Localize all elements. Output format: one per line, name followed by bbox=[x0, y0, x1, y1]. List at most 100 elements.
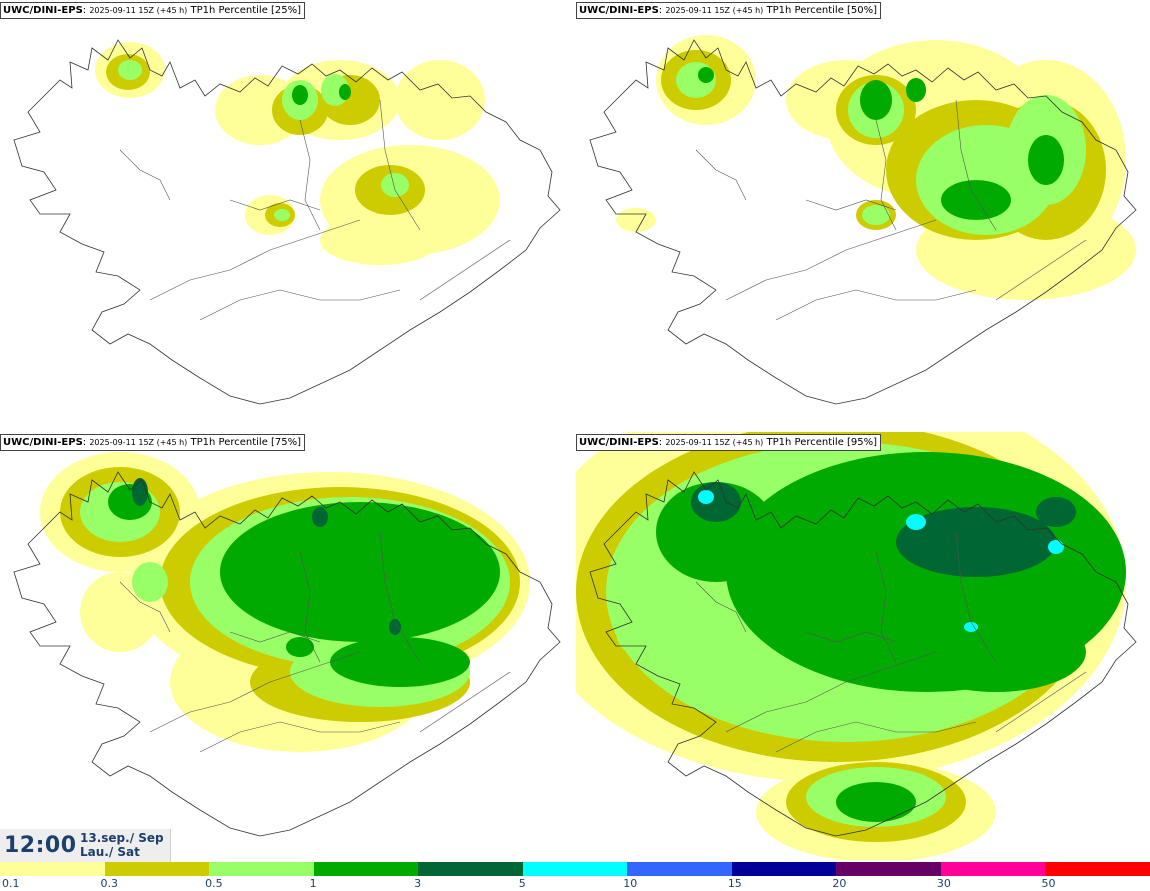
precip-field bbox=[616, 35, 1136, 300]
product-name: TP1h Percentile [25%] bbox=[190, 5, 302, 16]
product-name: TP1h Percentile [75%] bbox=[190, 437, 302, 448]
precip-area bbox=[286, 637, 314, 657]
inland-line bbox=[149, 219, 361, 301]
precip-field bbox=[576, 432, 1126, 860]
precip-area bbox=[698, 490, 714, 504]
inland-line bbox=[775, 721, 977, 753]
colorbar-tick-label: 5 bbox=[518, 877, 526, 890]
inland-line bbox=[775, 289, 977, 321]
inland-line bbox=[199, 721, 401, 753]
product-name: TP1h Percentile [50%] bbox=[766, 5, 878, 16]
precip-area bbox=[906, 514, 926, 530]
colorbar-segment bbox=[104, 862, 210, 876]
precip-area bbox=[330, 637, 470, 687]
precip-area bbox=[860, 80, 892, 120]
model-name: UWC/DINI-EPS bbox=[579, 5, 659, 16]
inland-line bbox=[725, 219, 937, 301]
precip-area bbox=[656, 482, 776, 582]
colorbar-segment bbox=[836, 862, 941, 876]
precip-area bbox=[862, 205, 890, 225]
precip-area bbox=[941, 180, 1011, 220]
colorbar-tick-label: 3 bbox=[414, 877, 422, 890]
precip-area bbox=[1028, 135, 1064, 185]
precip-area bbox=[691, 482, 741, 522]
inland-line bbox=[229, 199, 321, 211]
precip-area bbox=[320, 215, 440, 265]
precip-area bbox=[906, 78, 926, 102]
inland-line bbox=[955, 99, 997, 231]
run-time: 2025-09-11 15Z (+45 h) bbox=[665, 6, 764, 15]
precip-field bbox=[40, 452, 530, 752]
panel-title: UWC/DINI-EPS: 2025-09-11 15Z (+45 h) TP1… bbox=[576, 2, 882, 19]
colorbar-tick-label: 50 bbox=[1041, 877, 1056, 890]
panel-title: UWC/DINI-EPS: 2025-09-11 15Z (+45 h) TP1… bbox=[576, 434, 882, 451]
model-name: UWC/DINI-EPS bbox=[3, 5, 83, 16]
coastline bbox=[13, 39, 561, 405]
valid-time-box: 12:00 13.sep./ Sep Lau./ Sat bbox=[0, 829, 171, 862]
precip-area bbox=[132, 478, 148, 506]
inland-line bbox=[805, 631, 897, 643]
model-name: UWC/DINI-EPS bbox=[579, 437, 659, 448]
coastline bbox=[589, 471, 1137, 837]
colorbar-segment bbox=[522, 862, 628, 876]
map-panel-25-percentile: UWC/DINI-EPS: 2025-09-11 15Z (+45 h) TP1… bbox=[0, 0, 574, 428]
valid-date: 13.sep./ Sep Lau./ Sat bbox=[80, 831, 164, 859]
iceland-precip-map bbox=[589, 35, 1137, 405]
precip-area bbox=[132, 562, 168, 602]
precip-area bbox=[312, 507, 328, 527]
precip-field bbox=[95, 42, 500, 265]
run-time: 2025-09-11 15Z (+45 h) bbox=[89, 6, 188, 15]
inland-line bbox=[875, 119, 897, 231]
colorbar-tick-label: 0.5 bbox=[205, 877, 223, 890]
run-time: 2025-09-11 15Z (+45 h) bbox=[89, 438, 188, 447]
iceland-precip-map bbox=[13, 39, 561, 405]
map-panel-95-percentile: UWC/DINI-EPS: 2025-09-11 15Z (+45 h) TP1… bbox=[576, 432, 1150, 860]
precip-area bbox=[220, 502, 500, 642]
panel-title: UWC/DINI-EPS: 2025-09-11 15Z (+45 h) TP1… bbox=[0, 434, 306, 451]
colorbar-segment bbox=[0, 862, 105, 876]
inland-line bbox=[695, 149, 747, 201]
colorbar-tick-label: 0.1 bbox=[2, 877, 20, 890]
product-name: TP1h Percentile [95%] bbox=[766, 437, 878, 448]
map-panel-50-percentile: UWC/DINI-EPS: 2025-09-11 15Z (+45 h) TP1… bbox=[576, 0, 1150, 428]
inland-line bbox=[379, 531, 421, 663]
precip-area bbox=[1048, 540, 1064, 554]
precip-area bbox=[698, 67, 714, 83]
inland-line bbox=[805, 199, 897, 211]
valid-date-line1: 13.sep./ Sep bbox=[80, 831, 164, 845]
inland-line bbox=[199, 289, 401, 321]
precip-area bbox=[389, 619, 401, 635]
colorbar-labels: 0.1 0.3 0.5 1 3 5 10 15 20 30 50 bbox=[0, 877, 1150, 891]
colorbar-segment bbox=[1045, 862, 1150, 876]
inland-line bbox=[119, 149, 171, 201]
valid-time: 12:00 bbox=[4, 833, 77, 858]
inland-line bbox=[149, 651, 361, 733]
inland-line bbox=[955, 531, 997, 663]
colorbar-segment bbox=[627, 862, 732, 876]
colorbar-tick-label: 1 bbox=[309, 877, 317, 890]
inland-line bbox=[229, 631, 321, 643]
inland-line bbox=[995, 671, 1087, 733]
inland-line bbox=[695, 581, 747, 633]
colorbar-segment bbox=[940, 862, 1046, 876]
colorbar-tick-label: 10 bbox=[623, 877, 638, 890]
precip-area bbox=[1036, 497, 1076, 527]
precip-area bbox=[964, 622, 978, 632]
precip-area bbox=[395, 60, 485, 140]
run-time: 2025-09-11 15Z (+45 h) bbox=[665, 438, 764, 447]
valid-date-line2: Lau./ Sat bbox=[80, 845, 140, 859]
precip-area bbox=[836, 782, 916, 822]
inland-line bbox=[299, 119, 321, 231]
inland-line bbox=[119, 581, 171, 633]
precip-area bbox=[118, 60, 142, 80]
colorbar-segment bbox=[418, 862, 523, 876]
precip-area bbox=[616, 208, 656, 232]
precip-area bbox=[616, 602, 696, 662]
precip-area bbox=[381, 173, 409, 197]
model-name: UWC/DINI-EPS bbox=[3, 437, 83, 448]
precip-colorbar bbox=[0, 862, 1150, 876]
inland-line bbox=[419, 671, 511, 733]
colorbar-tick-label: 15 bbox=[727, 877, 742, 890]
precip-area bbox=[896, 507, 1056, 577]
colorbar-tick-label: 0.3 bbox=[100, 877, 119, 890]
